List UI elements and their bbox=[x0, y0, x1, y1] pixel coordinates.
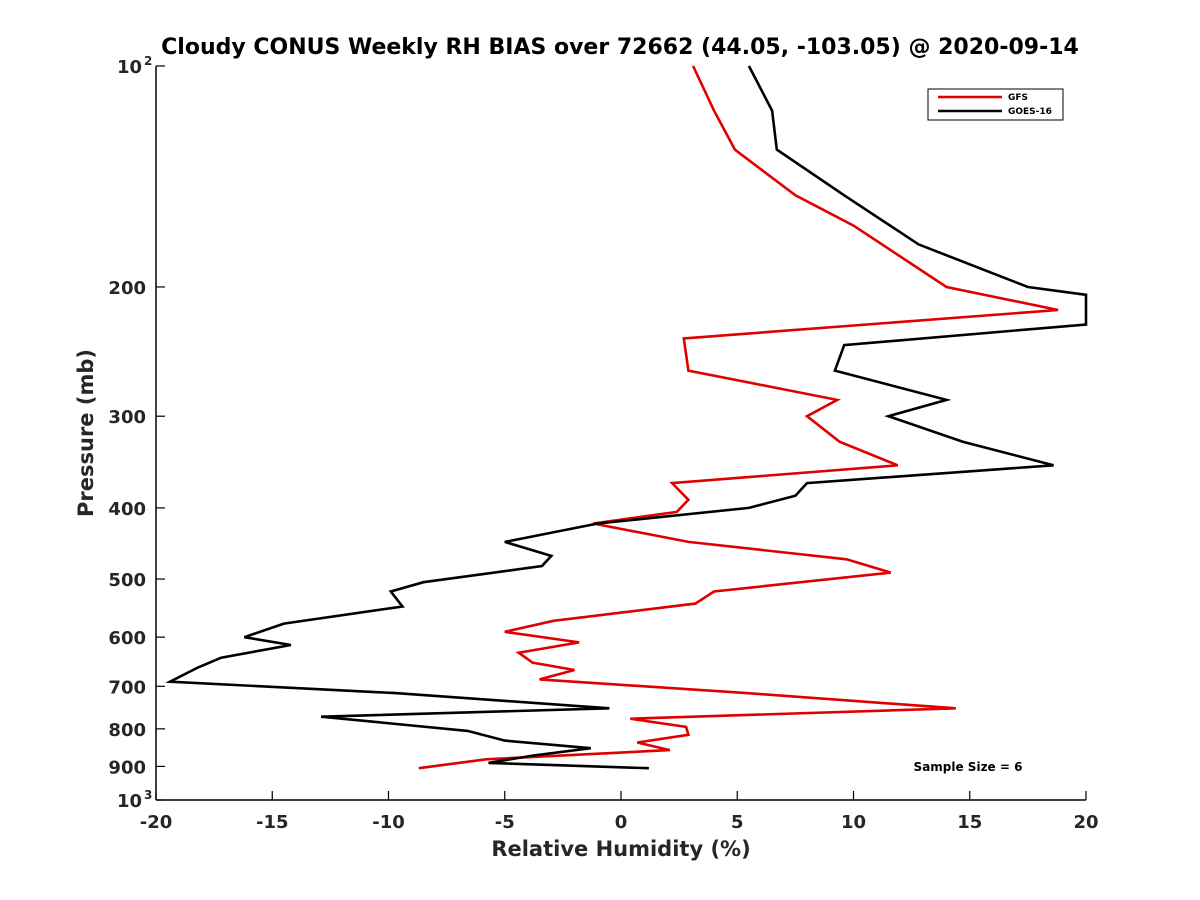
legend-label-gfs: GFS bbox=[1008, 93, 1028, 103]
y-tick-label: 500 bbox=[108, 570, 146, 591]
y-tick-exponent: 2 bbox=[144, 54, 152, 68]
x-tick-label: -20 bbox=[140, 812, 173, 833]
legend: GFS GOES-16 bbox=[927, 88, 1064, 121]
y-tick-label: 400 bbox=[108, 499, 146, 520]
legend-box bbox=[927, 88, 1064, 121]
series-line-goes-16 bbox=[165, 65, 1088, 770]
x-axis-label: Relative Humidity (%) bbox=[491, 837, 750, 861]
series-line-gfs bbox=[418, 65, 1059, 770]
y-tick-label: 800 bbox=[108, 720, 146, 741]
y-axis-label: Pressure (mb) bbox=[74, 349, 98, 517]
y-tick-label: 200 bbox=[108, 278, 146, 299]
series-layer bbox=[165, 65, 1088, 770]
x-tick-label: -5 bbox=[495, 812, 515, 833]
x-tick-label: -15 bbox=[256, 812, 289, 833]
x-tick-label: 20 bbox=[1073, 812, 1098, 833]
y-tick-label: 900 bbox=[108, 757, 146, 778]
sample-size-annotation: Sample Size = 6 bbox=[914, 760, 1023, 774]
x-tick-label: 15 bbox=[957, 812, 982, 833]
y-tick-label: 300 bbox=[108, 407, 146, 428]
y-tick-exponent: 3 bbox=[144, 788, 152, 802]
x-tick-label: 0 bbox=[615, 812, 628, 833]
x-axis-ticks: -20 -15 -10 -5 0 5 10 15 20 bbox=[140, 791, 1099, 833]
x-tick-label: -10 bbox=[372, 812, 405, 833]
x-tick-label: 10 bbox=[841, 812, 866, 833]
x-tick-label: 5 bbox=[731, 812, 744, 833]
y-tick-label: 10 bbox=[117, 57, 142, 78]
y-tick-label: 600 bbox=[108, 628, 146, 649]
chart-title: Cloudy CONUS Weekly RH BIAS over 72662 (… bbox=[161, 35, 1079, 60]
y-tick-label: 700 bbox=[108, 677, 146, 698]
y-tick-label: 10 bbox=[117, 791, 142, 812]
legend-label-goes16: GOES-16 bbox=[1008, 107, 1052, 117]
